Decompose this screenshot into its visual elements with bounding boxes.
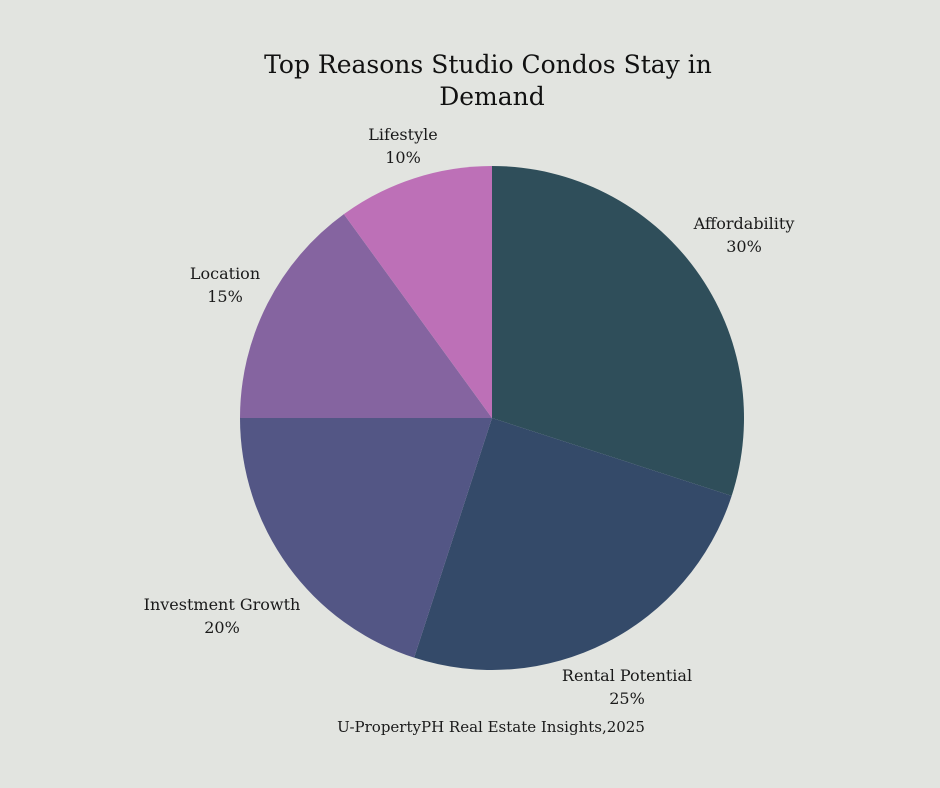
pie-labels: Affordability 30% Rental Potential 25% Inves… [144, 125, 795, 708]
slice-label: Lifestyle [368, 125, 437, 144]
slice-value-label: 20% [204, 618, 240, 637]
pie-slice-rental-potential [414, 418, 732, 671]
slice-value-label: 25% [609, 689, 645, 708]
chart-title-line-2: Demand [439, 82, 545, 111]
pie-slice-location [240, 214, 492, 418]
slice-label: Location [190, 264, 260, 283]
slice-value-label: 15% [207, 287, 243, 306]
slice-value-label: 30% [726, 237, 762, 256]
pie-slice-affordability [492, 166, 745, 496]
pie-slices [240, 166, 745, 671]
pie-slice-lifestyle [343, 166, 492, 418]
slice-label: Affordability [693, 214, 795, 233]
slice-label: Rental Potential [562, 666, 692, 685]
slice-label: Investment Growth [144, 595, 301, 614]
chart-title-line-1: Top Reasons Studio Condos Stay in [264, 50, 712, 79]
pie-slice-investment-growth [240, 418, 492, 658]
slice-value-label: 10% [385, 148, 421, 167]
source-note: U-PropertyPH Real Estate Insights,2025 [337, 718, 645, 736]
